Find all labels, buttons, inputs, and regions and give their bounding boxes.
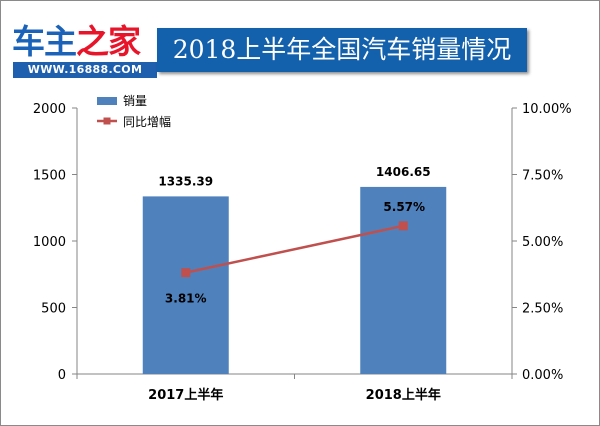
logo-brand-part2: 之家 (76, 22, 141, 61)
left-tick-label: 2000 (33, 102, 66, 117)
line-data-label: 5.57% (383, 200, 425, 214)
logo-url: WWW.16888.COM (13, 62, 157, 78)
logo: 车主之家 WWW.16888.COM (10, 22, 160, 80)
bar-data-label: 1406.65 (376, 165, 431, 179)
right-tick-label: 7.50% (522, 169, 563, 184)
left-tick-label: 1500 (33, 169, 66, 184)
logo-brand-part1: 车主 (12, 22, 77, 61)
x-tick-label: 2018上半年 (366, 387, 441, 403)
series-line (185, 224, 404, 274)
logo-wordmark: 车主之家 (12, 22, 141, 62)
right-tick-label: 10.00% (522, 102, 572, 117)
bar (360, 186, 447, 374)
right-tick-label: 5.00% (522, 235, 563, 250)
bar-data-label: 1335.39 (158, 174, 213, 188)
right-tick-label: 0.00% (522, 368, 563, 383)
line-data-label: 3.81% (165, 292, 207, 306)
legend-swatch-bar (97, 97, 117, 105)
bar (142, 196, 229, 374)
chart-title: 2018上半年全国汽车销量情况 (157, 28, 527, 72)
left-tick-label: 500 (41, 302, 66, 317)
x-tick-label: 2017上半年 (148, 387, 223, 403)
line-marker (181, 268, 191, 278)
left-tick-label: 1000 (33, 235, 66, 250)
legend-label-bar: 销量 (123, 94, 147, 108)
legend-label-line: 同比增幅 (123, 114, 171, 129)
left-tick-label: 0 (58, 368, 66, 383)
right-tick-label: 2.50% (522, 302, 563, 317)
line-marker (398, 221, 408, 231)
legend-swatch-marker (103, 117, 111, 125)
